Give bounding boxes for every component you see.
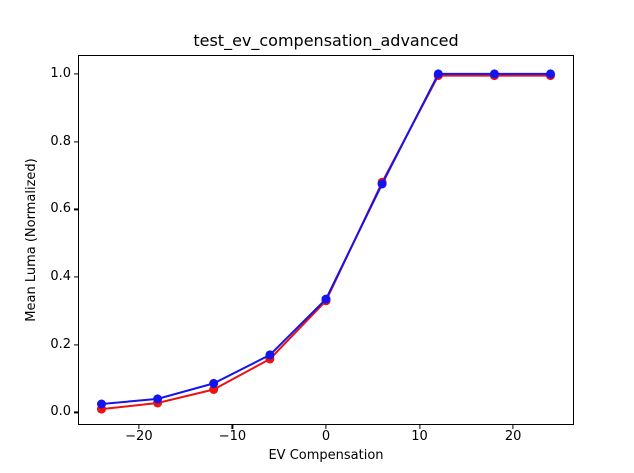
blue-series-marker <box>153 394 163 404</box>
x-axis-label: EV Compensation <box>268 448 384 463</box>
y-tick-label: 0.6 <box>50 201 71 217</box>
x-tick-mark <box>325 425 327 429</box>
blue-series-marker <box>433 69 443 79</box>
y-tick-mark <box>74 141 78 143</box>
x-tick-label: −10 <box>218 429 247 444</box>
blue-series-marker <box>209 378 219 388</box>
x-tick-label: 10 <box>411 429 428 444</box>
y-tick-mark <box>74 208 78 210</box>
y-tick-mark <box>74 276 78 278</box>
y-tick-label: 0.2 <box>50 336 71 352</box>
y-tick-label: 0.0 <box>50 404 71 420</box>
y-tick-label: 0.4 <box>50 269 71 285</box>
plot-area <box>78 55 574 425</box>
x-tick-label: 20 <box>504 429 522 444</box>
blue-series-marker <box>489 69 499 79</box>
blue-series-marker <box>377 179 387 189</box>
plot-canvas <box>97 69 555 414</box>
x-tick-label: −20 <box>125 429 153 444</box>
blue-series-marker <box>265 350 275 360</box>
blue-series-marker <box>321 294 331 304</box>
red-series-line <box>101 74 551 411</box>
y-tick-mark <box>74 344 78 346</box>
y-tick-label: 0.8 <box>50 133 71 149</box>
x-tick-mark <box>418 425 421 429</box>
blue-series-marker <box>97 399 106 409</box>
y-tick-mark <box>74 73 78 75</box>
blue-series-marker <box>546 69 555 79</box>
y-tick-label: 1.0 <box>50 65 71 81</box>
chart-title: test_ev_compensation_advanced <box>193 31 459 50</box>
y-tick-mark <box>74 411 78 414</box>
x-tick-mark <box>512 425 514 429</box>
x-tick-label: 0 <box>321 429 331 444</box>
x-tick-mark <box>138 425 140 429</box>
x-tick-mark <box>231 425 234 429</box>
blue-series-line <box>101 72 551 405</box>
y-axis-label: Mean Luma (Normalized) <box>24 158 39 322</box>
